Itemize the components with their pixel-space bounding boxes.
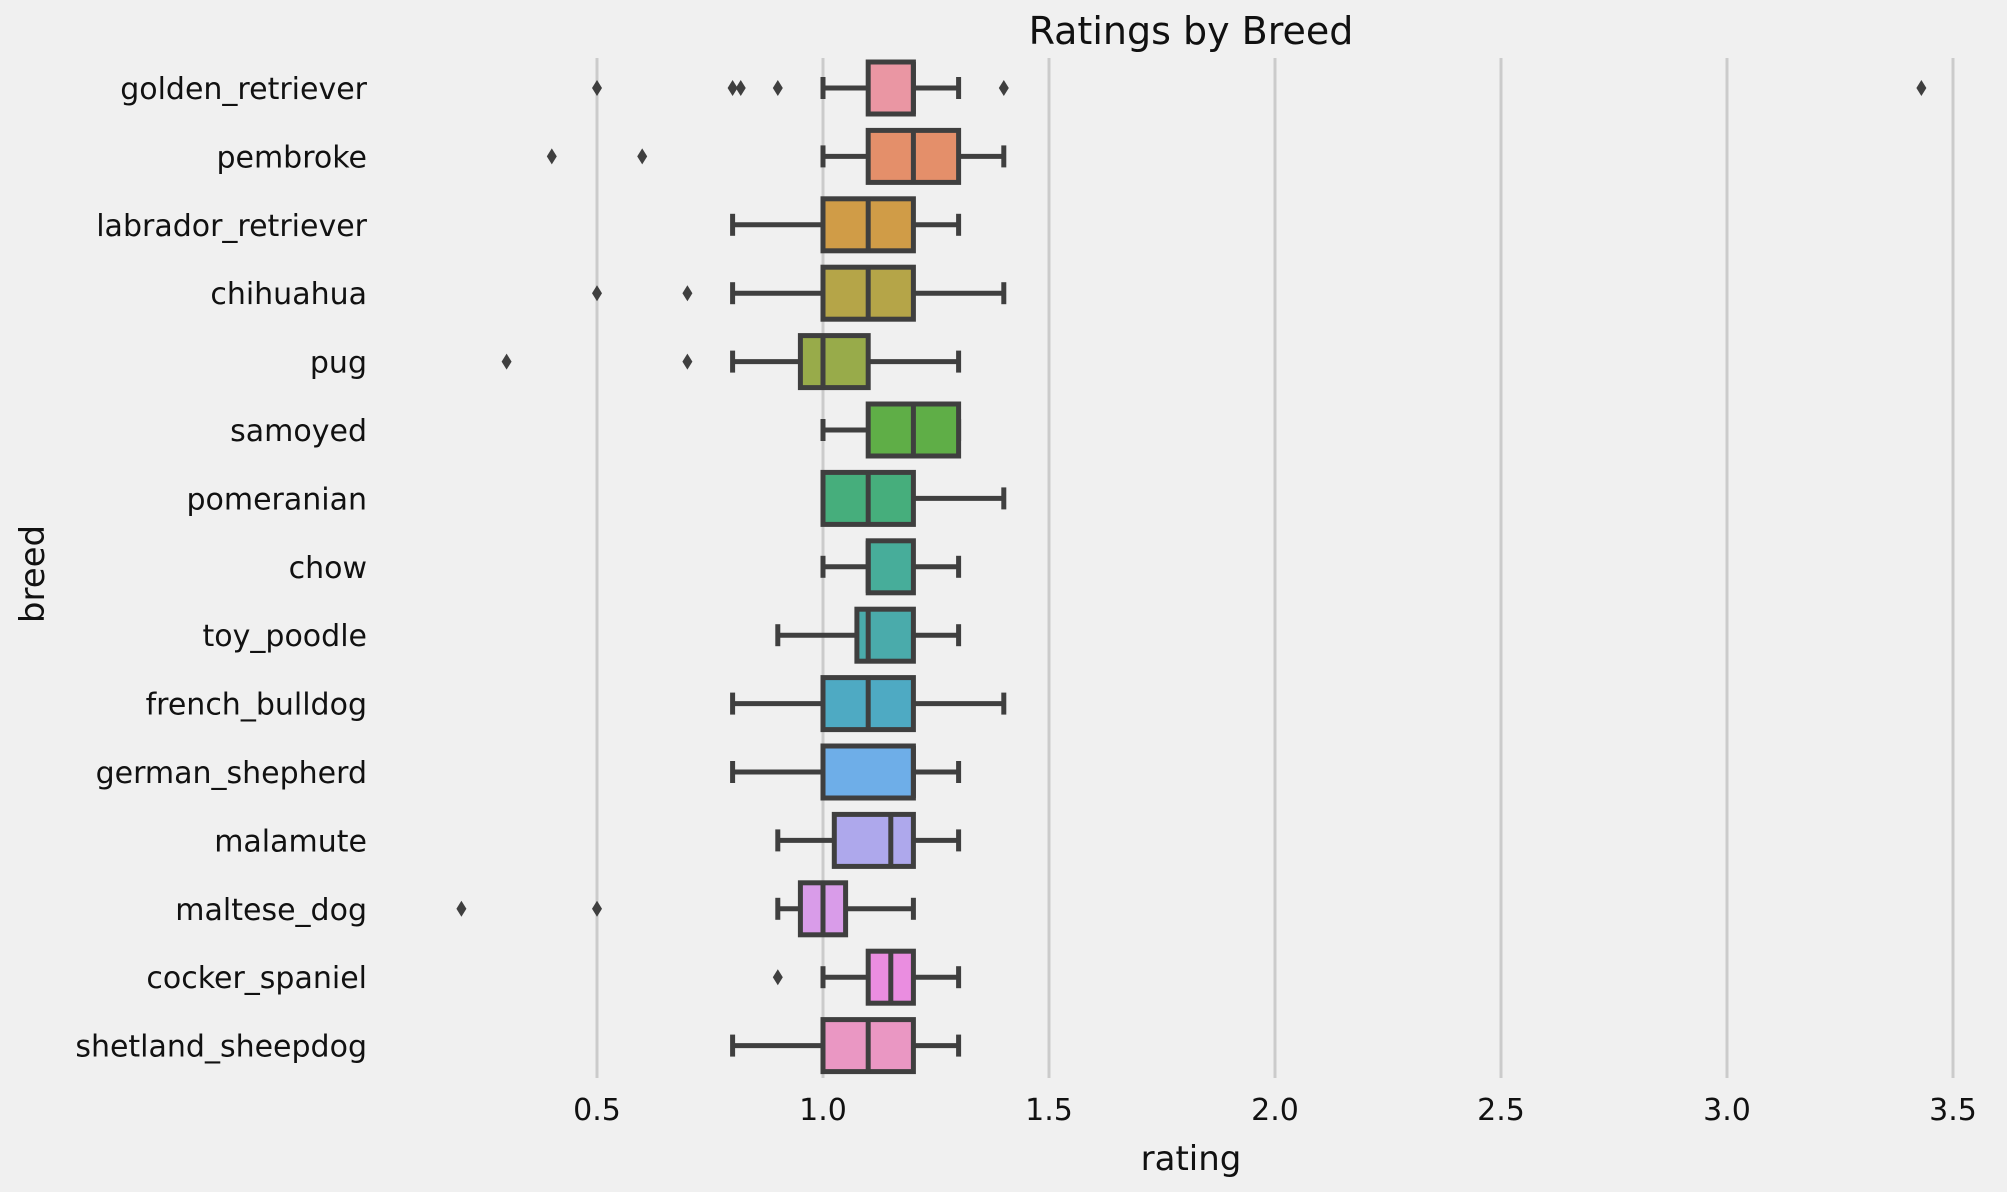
box-shetland_sheepdog: [730, 1017, 962, 1075]
outlier-point: [772, 969, 783, 986]
outlier-point: [682, 285, 693, 302]
y-tick-label: french_bulldog: [146, 688, 367, 723]
y-tick-label: chow: [289, 551, 367, 586]
outlier-point: [1916, 80, 1927, 96]
box-labrador_retriever: [730, 196, 962, 254]
outlier-point: [501, 353, 512, 370]
outlier-point: [592, 285, 602, 302]
boxes: [456, 59, 1927, 1075]
outlier-point: [592, 900, 602, 917]
y-tick-label: pomeranian: [186, 482, 367, 517]
iqr-box: [820, 743, 916, 801]
x-tick-label: 3.5: [1929, 1093, 1977, 1128]
outlier-point: [456, 900, 467, 917]
y-tick-label: malamute: [214, 824, 367, 859]
chart-title: Ratings by Breed: [1029, 9, 1354, 53]
iqr-box: [831, 811, 916, 869]
box-pug: [501, 333, 962, 391]
box-golden_retriever: [592, 59, 1927, 117]
x-tick-label: 3.0: [1703, 1093, 1751, 1128]
outlier-point: [682, 353, 693, 370]
box-samoyed: [820, 401, 962, 459]
box-cocker_spaniel: [772, 948, 962, 1006]
x-axis-label: rating: [1141, 1139, 1242, 1179]
box-malamute: [775, 811, 962, 869]
outlier-point: [772, 80, 783, 96]
outlier-point: [735, 80, 746, 96]
x-tick-labels: 0.5 1.0 1.5 2.0 2.5 3.0 3.5: [573, 1093, 1977, 1128]
x-tick-label: 1.0: [799, 1093, 847, 1128]
y-tick-label: labrador_retriever: [96, 209, 367, 244]
y-tick-label: pembroke: [216, 140, 367, 175]
box-toy_poodle: [775, 606, 962, 664]
y-tick-label: shetland_sheepdog: [75, 1030, 367, 1065]
y-tick-label: pug: [310, 346, 367, 381]
box-maltese_dog: [456, 880, 916, 938]
y-tick-label: golden_retriever: [120, 72, 367, 107]
y-tick-label: chihuahua: [210, 277, 367, 312]
y-tick-label: maltese_dog: [175, 893, 367, 928]
y-tick-labels: golden_retriever pembroke labrador_retriev…: [75, 72, 367, 1065]
box-french_bulldog: [730, 675, 1007, 733]
iqr-box: [854, 606, 916, 664]
y-tick-label: german_shepherd: [96, 756, 367, 791]
outlier-point: [546, 148, 557, 165]
x-tick-label: 1.5: [1025, 1093, 1073, 1128]
outlier-point: [998, 80, 1009, 96]
box-pembroke: [546, 127, 1007, 185]
box-chow: [820, 538, 962, 596]
x-tick-label: 2.0: [1251, 1093, 1299, 1128]
y-tick-label: samoyed: [230, 414, 367, 449]
box-german_shepherd: [730, 743, 962, 801]
iqr-box: [865, 538, 916, 596]
outlier-point: [592, 80, 602, 96]
x-tick-label: 2.5: [1477, 1093, 1525, 1128]
box-pomeranian: [820, 469, 1007, 527]
x-tick-label: 0.5: [573, 1093, 621, 1128]
outlier-point: [727, 80, 738, 96]
y-tick-label: toy_poodle: [203, 619, 367, 654]
y-tick-label: cocker_spaniel: [146, 961, 367, 996]
y-axis-label: breed: [13, 525, 53, 623]
iqr-box: [865, 59, 916, 117]
outlier-point: [637, 148, 648, 165]
box-chihuahua: [592, 264, 1007, 322]
iqr-box: [797, 333, 871, 391]
